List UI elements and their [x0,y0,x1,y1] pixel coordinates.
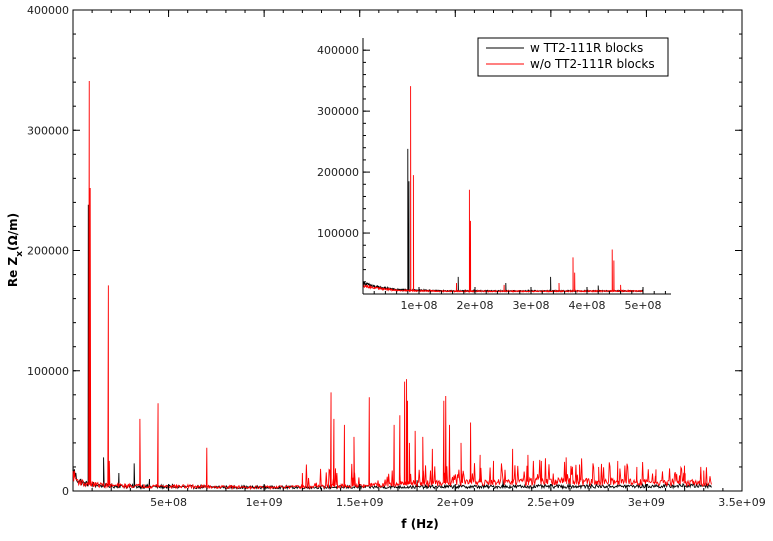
x-axis-title: f (Hz) [401,517,438,531]
inset-series-group [362,86,644,294]
main-x-axis: 5e+08 1e+09 1.5e+09 2e+09 2.5e+09 3e+09 3.5e+0… [91,10,766,509]
x-tick-label: 3.5e+09 [718,496,765,509]
legend-label-without-blocks: w/o TT2-111R blocks [530,57,655,71]
x-tick-label: 3e+09 [628,496,665,509]
x-tick-label: 1e+09 [246,496,283,509]
x-tick-label: 2.5e+09 [527,496,574,509]
inset-y-axis: 100000 200000 300000 400000 [317,44,370,283]
y-axis-title-main: Re Z [6,257,20,288]
y-tick-label: 400000 [317,44,359,57]
inset-plot-area: 1e+08 2e+08 3e+08 4e+08 5e+08 100000 200000 30… [317,37,671,312]
y-tick-label: 400000 [27,4,69,17]
x-tick-label: 2e+08 [457,299,494,312]
main-plot-area: 5e+08 1e+09 1.5e+09 2e+09 2.5e+09 3e+09 3.5e+0… [6,4,766,531]
inset-legend: w TT2-111R blocks w/o TT2-111R blocks [477,37,669,77]
main-series-group [72,80,712,491]
y-axis-title-unit: (Ω/m) [6,213,20,251]
series-line-without-blocks [72,80,712,491]
x-tick-label: 2e+09 [437,496,474,509]
y-tick-label: 300000 [317,105,359,118]
y-tick-label: 100000 [27,365,69,378]
inset-x-axis: 1e+08 2e+08 3e+08 4e+08 5e+08 [373,287,666,312]
series-line-with-blocks [72,204,712,491]
y-tick-label: 0 [62,485,69,498]
x-tick-label: 1e+08 [401,299,438,312]
legend-label-with-blocks: w TT2-111R blocks [530,41,643,55]
x-tick-label: 5e+08 [150,496,187,509]
inset-plot-background [363,38,671,294]
y-axis-title-subscript: x [15,251,25,257]
x-tick-label: 1.5e+09 [336,496,383,509]
y-axis-title: Re Zx(Ω/m) [6,213,25,287]
y-tick-label: 300000 [27,124,69,137]
main-y-axis: 0 100000 200000 300000 400000 [27,4,742,498]
y-tick-label: 200000 [317,166,359,179]
y-tick-label: 200000 [27,245,69,258]
x-tick-label: 4e+08 [569,299,606,312]
y-tick-label: 100000 [317,227,359,240]
x-tick-label: 5e+08 [625,299,662,312]
series-line-without-blocks [362,86,644,294]
legend-box [477,37,669,77]
x-tick-label: 3e+08 [513,299,550,312]
